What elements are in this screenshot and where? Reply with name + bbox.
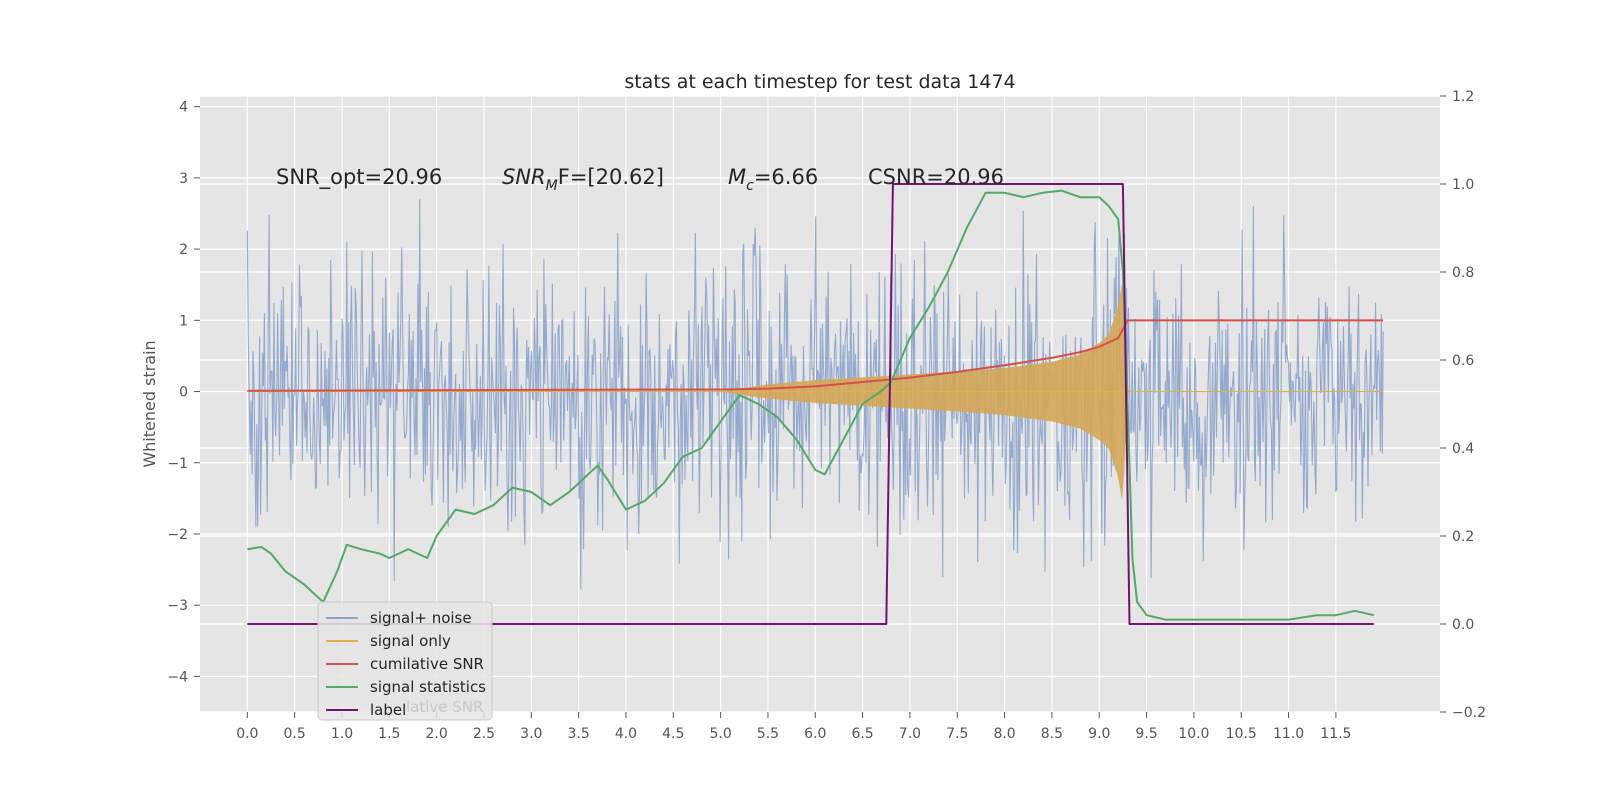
legend-label: signal statistics [370,678,486,696]
y2-tick-label: 0.8 [1452,265,1474,281]
x-tick-label: 8.5 [1041,726,1063,742]
x-tick-label: 0.0 [236,726,258,742]
x-tick-label: 0.5 [284,726,306,742]
x-tick-label: 10.5 [1226,726,1257,742]
y-tick-label: 4 [179,100,188,116]
annotation-mc-rest: =6.66 [754,165,818,189]
annotation-snr-mf-sub: M [546,178,558,194]
chart-title: stats at each timestep for test data 147… [624,71,1015,93]
y2-tick-label: 0.0 [1452,617,1474,633]
y2-tick-label: 0.4 [1452,441,1474,457]
x-tick-label: 5.0 [709,726,731,742]
x-tick-label: 4.0 [615,726,637,742]
legend-label: label [370,701,406,719]
annotation-snr-mf: SNRMF=[20.62] [502,165,664,194]
legend-ghost-text: lative SNR [406,698,483,716]
x-tick-label: 9.5 [1135,726,1157,742]
y-tick-label: 0 [179,385,188,401]
x-tick-label: 6.0 [804,726,826,742]
y2-tick-label: 1.0 [1452,177,1474,193]
y-axis-right: −0.2 0.0 0.2 0.4 0.6 0.8 1.0 1.2 [1440,89,1486,721]
x-tick-label: 3.5 [567,726,589,742]
annotation-snr-opt: SNR_opt=20.96 [276,165,442,190]
annotation-csnr: CSNR=20.96 [868,165,1004,189]
legend: lative SNR signal+ noise signal only cumil… [317,601,493,721]
signal-only-series [247,283,1384,500]
x-tick-label: 3.0 [520,726,542,742]
signal-noise-series [246,198,1384,590]
series-signal-statistics [247,189,1374,621]
y-tick-label: −4 [167,669,188,685]
series-label [247,183,1374,625]
x-tick-label: 7.0 [899,726,921,742]
y-tick-label: 1 [179,313,188,329]
legend-label: signal+ noise [370,609,472,627]
y-tick-label: −2 [167,527,188,543]
x-tick-label: 8.0 [993,726,1015,742]
x-axis: 0.0 0.5 1.0 1.5 2.0 2.5 3.0 3.5 4.0 4.5 5.0 5.5 6.0 6… [236,712,1351,742]
legend-items: signal+ noise signal only cumilative SNR si… [326,609,486,719]
y2-tick-label: 0.6 [1452,353,1474,369]
y2-tick-label: −0.2 [1452,705,1486,721]
annotation-mc: Mc=6.66 [728,165,818,194]
y2-tick-label: 0.2 [1452,529,1474,545]
legend-label: signal only [370,632,451,650]
x-tick-label: 9.0 [1088,726,1110,742]
x-tick-label: 4.5 [662,726,684,742]
line-series [247,183,1384,625]
series-cumilative-snr [247,319,1384,392]
y2-tick-label: 1.2 [1452,89,1474,105]
x-tick-label: 1.5 [378,726,400,742]
y-tick-label: −3 [167,598,188,614]
legend-box [317,601,493,721]
annotation-mc-base: M [728,165,746,189]
legend-label: cumilative SNR [370,655,484,673]
x-tick-label: 2.5 [473,726,495,742]
y-axis-label: Whitened strain [140,340,159,467]
x-tick-label: 11.0 [1273,726,1304,742]
annotation-snr-mf-rest: F=[20.62] [558,165,664,189]
x-tick-label: 1.0 [331,726,353,742]
x-tick-label: 2.0 [426,726,448,742]
x-tick-label: 10.0 [1178,726,1209,742]
annotations: SNR_opt=20.96 SNRMF=[20.62] Mc=6.66 CSNR… [276,165,1004,194]
annotation-mc-sub: c [746,178,754,194]
x-tick-label: 6.5 [851,726,873,742]
series-signal-noise [246,198,1384,590]
x-tick-label: 11.5 [1320,726,1351,742]
y-axis-left: −4 −3 −2 −1 0 1 2 3 4 [167,100,200,685]
grid [200,95,1440,713]
x-tick-label: 5.5 [757,726,779,742]
y-tick-label: −1 [167,456,188,472]
y-tick-label: 3 [179,171,188,187]
annotation-snr-mf-base: SNR [502,165,546,189]
x-tick-label: 7.5 [946,726,968,742]
y-tick-label: 2 [179,242,188,258]
